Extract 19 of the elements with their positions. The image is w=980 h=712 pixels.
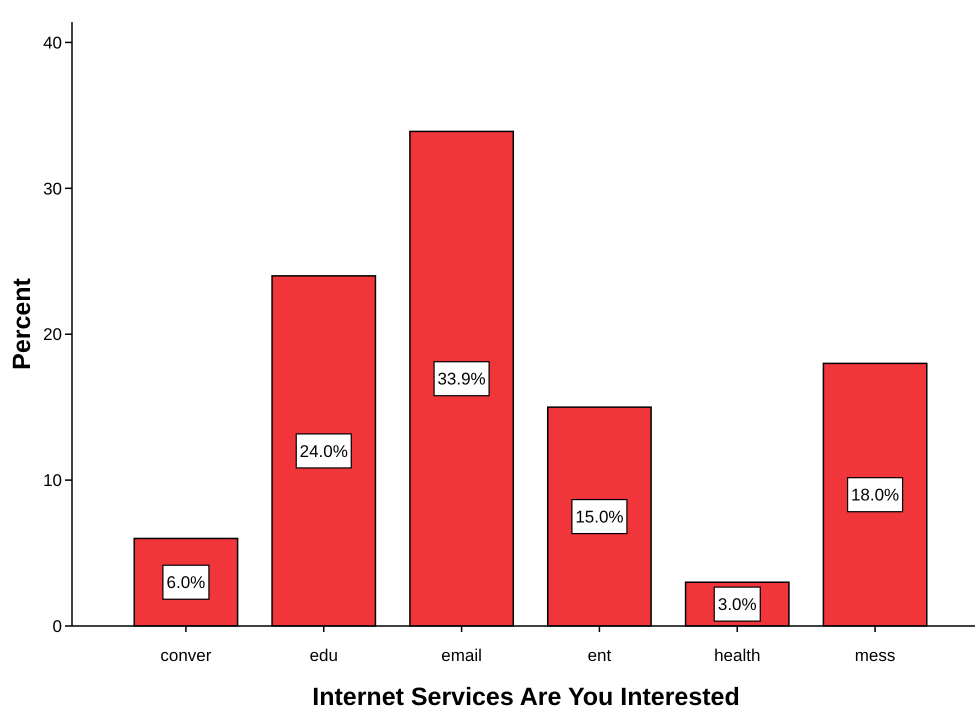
y-axis-title: Percent: [8, 277, 36, 370]
data-label: 33.9%: [437, 370, 486, 389]
y-tick-label: 10: [43, 471, 62, 490]
x-tick-label: conver: [160, 646, 212, 665]
x-tick-label: edu: [310, 646, 338, 665]
x-tick-label: email: [441, 646, 482, 665]
y-tick-label: 40: [43, 33, 62, 52]
y-tick-label: 20: [43, 325, 62, 344]
x-tick-label: health: [714, 646, 760, 665]
data-label: 24.0%: [300, 442, 348, 461]
data-label: 18.0%: [850, 486, 900, 505]
y-tick-label: 30: [43, 179, 62, 198]
data-label: 15.0%: [575, 508, 624, 527]
y-tick-label: 0: [52, 617, 62, 636]
x-tick-label: mess: [854, 646, 896, 665]
x-axis-title: Internet Services Are You Interested: [312, 683, 740, 711]
data-label: 3.0%: [718, 595, 757, 614]
data-label: 6.0%: [166, 573, 206, 592]
x-tick-label: ent: [588, 646, 612, 665]
